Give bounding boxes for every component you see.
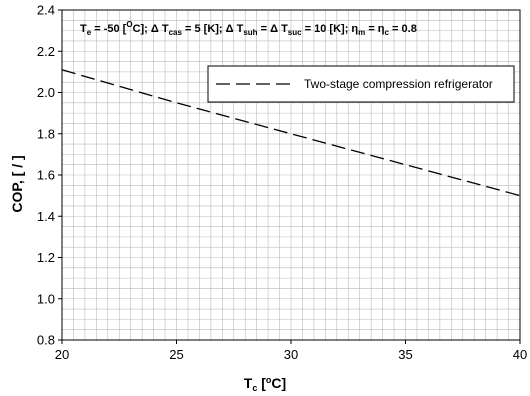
y-axis-title: COP, [ / ] bbox=[9, 155, 25, 212]
x-tick-label: 35 bbox=[398, 347, 412, 362]
x-tick-label: 20 bbox=[55, 347, 69, 362]
y-tick-label: 0.8 bbox=[37, 333, 55, 348]
legend-label: Two-stage compression refrigerator bbox=[304, 77, 493, 91]
x-tick-label: 40 bbox=[513, 347, 527, 362]
x-tick-label: 25 bbox=[169, 347, 183, 362]
y-tick-label: 1.4 bbox=[37, 209, 55, 224]
y-tick-label: 1.2 bbox=[37, 250, 55, 265]
y-tick-label: 1.8 bbox=[37, 126, 55, 141]
y-tick-label: 1.6 bbox=[37, 168, 55, 183]
x-axis-ticks: 20 25 30 35 40 bbox=[55, 340, 527, 362]
x-axis-title: Tc [oC] bbox=[244, 375, 286, 393]
legend: Two-stage compression refrigerator bbox=[207, 65, 515, 103]
y-tick-label: 1.0 bbox=[37, 291, 55, 306]
y-tick-label: 2.4 bbox=[37, 3, 55, 18]
y-axis-ticks: 0.8 1.0 1.2 1.4 1.6 1.8 2.0 2.2 2.4 bbox=[37, 3, 62, 348]
conditions-annotation: Te = -50 [OC]; Δ Tcas = 5 [K]; Δ Tsuh = … bbox=[80, 20, 417, 37]
x-tick-label: 30 bbox=[284, 347, 298, 362]
grid bbox=[61, 9, 521, 341]
y-tick-label: 2.0 bbox=[37, 85, 55, 100]
y-tick-label: 2.2 bbox=[37, 44, 55, 59]
